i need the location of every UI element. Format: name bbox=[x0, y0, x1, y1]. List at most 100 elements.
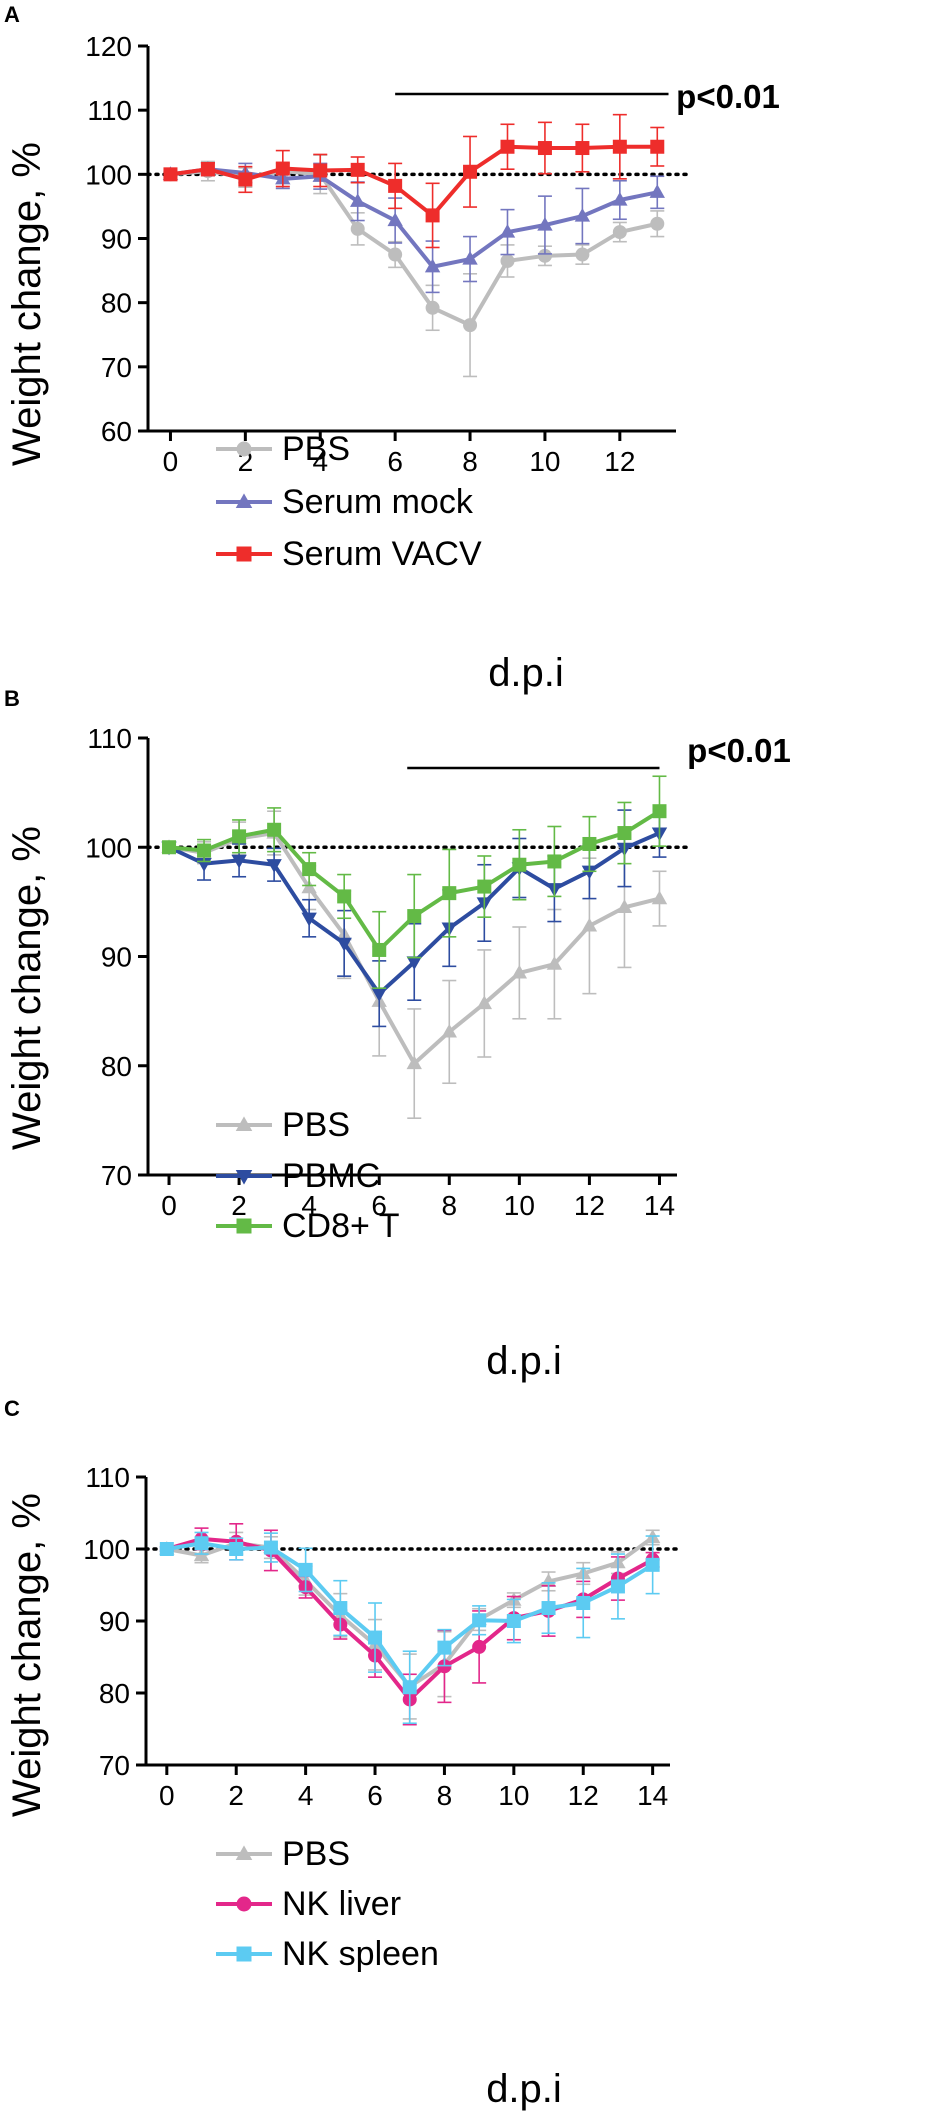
panel-b-significance-label: p<0.01 bbox=[687, 732, 791, 769]
panel-a-pbs-point bbox=[500, 253, 515, 268]
panel-a-serum-mock-point bbox=[612, 191, 628, 206]
panel-a-serum-mock-point bbox=[574, 207, 591, 222]
panel-c-letter: C bbox=[4, 1396, 20, 1421]
panel-c-nk-spleen-point bbox=[645, 1557, 660, 1572]
panel-c-nk-spleen-point bbox=[333, 1601, 348, 1616]
panel-a-x-tick-label: 8 bbox=[462, 446, 478, 477]
panel-b-x-tick-label: 0 bbox=[161, 1190, 177, 1221]
panel-b-cd8-t-point bbox=[337, 889, 352, 904]
panel-c-y-tick-label: 110 bbox=[85, 1462, 130, 1493]
panel-a-y-tick-label: 100 bbox=[85, 159, 132, 190]
panel-c-x-tick-label: 4 bbox=[298, 1780, 314, 1811]
panel-a-pbs-point bbox=[425, 300, 440, 315]
panel-b-pbmc-point bbox=[301, 912, 317, 927]
panel-b-pbs-point bbox=[511, 964, 528, 979]
panel-b-y-tick-label: 90 bbox=[101, 942, 132, 973]
panel-c-y-tick-label: 80 bbox=[99, 1678, 130, 1709]
panel-b-cd8-t-point bbox=[302, 862, 317, 877]
panel-c-nk-spleen-series bbox=[159, 1531, 660, 1725]
panel-c-y-axis-title: Weight change, % bbox=[5, 1493, 49, 1817]
panel-a-y-axis-title: Weight change, % bbox=[5, 142, 49, 466]
panel-a-significance-label: p<0.01 bbox=[676, 78, 780, 115]
panel-c-pbs-legend-marker bbox=[235, 1845, 253, 1860]
panel-a-serum-mock-point bbox=[649, 184, 665, 198]
panel-b-x-tick-label: 12 bbox=[574, 1190, 605, 1221]
panel-c-x-tick-label: 6 bbox=[367, 1780, 383, 1811]
panel-c-nk-spleen-point bbox=[159, 1542, 174, 1556]
panel-b-x-tick-label: 14 bbox=[644, 1190, 675, 1221]
panel-c-y-tick-label: 90 bbox=[99, 1606, 130, 1637]
panel-c-nk-spleen-point bbox=[541, 1601, 556, 1616]
panel-b-cd8-t-point bbox=[547, 854, 562, 869]
panel-a-x-tick-label: 4 bbox=[312, 446, 328, 477]
panel-b-y-tick-label: 110 bbox=[87, 723, 132, 754]
panel-c-nk-spleen-point bbox=[437, 1640, 452, 1655]
panel-a-serum-vacv-point bbox=[163, 167, 178, 182]
panel-a-serum-vacv-point bbox=[612, 139, 627, 154]
panel-b-letter: B bbox=[4, 686, 20, 711]
panel-a-y-tick-label: 90 bbox=[101, 224, 132, 255]
panel-a-serum-vacv-point bbox=[575, 141, 590, 156]
panel-b-cd8-t-point bbox=[372, 942, 387, 957]
panel-a: A Weight change, % d.p.i p<0.01 60708090… bbox=[4, 2, 780, 695]
panel-a-x-tick-label: 0 bbox=[163, 446, 179, 477]
panel-b-cd8-t-series bbox=[162, 775, 667, 989]
panel-b-pbmc-point bbox=[336, 937, 352, 952]
panel-b-y-axis-title: Weight change, % bbox=[5, 826, 49, 1150]
panel-c-x-tick-label: 2 bbox=[228, 1780, 244, 1811]
panel-b-cd8-t-legend-marker bbox=[236, 1218, 252, 1234]
panel-c-nk-spleen-point bbox=[472, 1613, 487, 1628]
panel-a-serum-vacv-point bbox=[388, 178, 403, 193]
panel-c-y-tick-label: 100 bbox=[83, 1534, 130, 1565]
panel-b-pbmc-point bbox=[266, 859, 282, 873]
panel-c-y-tick-label: 70 bbox=[99, 1750, 130, 1781]
panel-b-pbmc-legend-marker bbox=[235, 1170, 253, 1185]
panel-a-serum-mock-series bbox=[162, 161, 665, 294]
panel-a-serum-vacv-point bbox=[350, 162, 365, 177]
panel-a-x-tick-label: 6 bbox=[387, 446, 403, 477]
panel-a-serum-vacv-point bbox=[238, 172, 253, 187]
panel-b-pbmc-point bbox=[371, 988, 387, 1002]
panel-b-cd8-t-point bbox=[162, 840, 177, 855]
panel-b-cd8-t-point bbox=[617, 826, 632, 841]
panel-a-pbs-point bbox=[650, 216, 665, 231]
panel-a-serum-mock-point bbox=[424, 258, 441, 273]
panel-a-serum-vacv-point bbox=[463, 164, 478, 179]
panel-c-nk-spleen-point bbox=[368, 1630, 383, 1645]
panel-b-cd8-t-point bbox=[512, 857, 527, 872]
panel-a-legend-serum-vacv-label: Serum VACV bbox=[282, 535, 482, 573]
panel-a-pbs-point bbox=[612, 225, 627, 240]
panel-a-serum-mock-point bbox=[462, 250, 478, 265]
panel-a-y-tick-label: 110 bbox=[87, 95, 132, 126]
panel-b-pbmc-point bbox=[406, 956, 422, 971]
panel-b-pbmc-point bbox=[581, 865, 598, 880]
panel-a-y-tick-label: 120 bbox=[85, 31, 132, 62]
panel-c-nk-spleen-point bbox=[263, 1540, 278, 1555]
panel-a-serum-vacv-series bbox=[163, 113, 665, 249]
panel-c: C Weight change, % d.p.i 70 80 90 100 110 0 2 4… bbox=[4, 1396, 682, 2111]
panel-c-nk-spleen-point bbox=[402, 1680, 417, 1695]
panel-b-x-tick-label: 10 bbox=[504, 1190, 535, 1221]
panel-a-letter: A bbox=[4, 2, 20, 27]
panel-b-cd8-t-point bbox=[232, 829, 247, 844]
panel-b-x-tick-label: 2 bbox=[231, 1190, 247, 1221]
panel-a-pbs-point bbox=[388, 247, 403, 262]
panel-c-x-axis-title: d.p.i bbox=[486, 2067, 562, 2111]
panel-a-serum-vacv-point bbox=[500, 139, 515, 154]
panel-a-legend-serum-mock-label: Serum mock bbox=[282, 483, 474, 521]
panel-c-nk-spleen-legend-marker bbox=[236, 1946, 252, 1962]
panel-b-pbs-point bbox=[301, 879, 317, 894]
panel-b-cd8-t-point bbox=[407, 909, 422, 924]
panel-a-pbs-point bbox=[537, 248, 552, 263]
panel-a-x-tick-label: 10 bbox=[529, 446, 560, 477]
panel-a-pbs-point bbox=[575, 247, 590, 262]
panel-b-legend-cd8-label: CD8+ T bbox=[282, 1207, 399, 1245]
panel-a-y-tick-label: 60 bbox=[101, 416, 132, 447]
panel-a-y-tick-label: 80 bbox=[101, 288, 132, 319]
panel-c-x-tick-label: 8 bbox=[437, 1780, 453, 1811]
panel-a-serum-vacv-point bbox=[275, 161, 290, 176]
panel-c-nk-spleen-point bbox=[506, 1614, 521, 1628]
panel-a-pbs-point bbox=[463, 318, 478, 333]
panel-c-nk-spleen-point bbox=[576, 1596, 591, 1610]
panel-c-nk-spleen-point bbox=[194, 1536, 209, 1551]
